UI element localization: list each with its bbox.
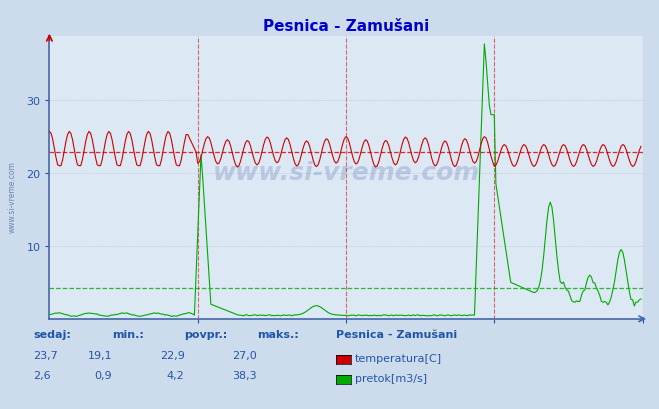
Text: maks.:: maks.: [257,329,299,339]
Text: 38,3: 38,3 [233,370,257,380]
Title: Pesnica - Zamušani: Pesnica - Zamušani [263,19,429,34]
Text: sedaj:: sedaj: [33,329,71,339]
Text: 4,2: 4,2 [167,370,185,380]
Text: 0,9: 0,9 [94,370,112,380]
Text: www.si-vreme.com: www.si-vreme.com [212,160,480,184]
Text: 23,7: 23,7 [33,350,58,360]
Text: 22,9: 22,9 [159,350,185,360]
Text: Pesnica - Zamušani: Pesnica - Zamušani [336,329,457,339]
Text: www.si-vreme.com: www.si-vreme.com [8,160,17,232]
Text: min.:: min.: [112,329,144,339]
Text: pretok[m3/s]: pretok[m3/s] [355,373,426,383]
Text: 2,6: 2,6 [33,370,51,380]
Text: 19,1: 19,1 [88,350,112,360]
Text: 27,0: 27,0 [232,350,257,360]
Text: povpr.:: povpr.: [185,329,228,339]
Text: temperatura[C]: temperatura[C] [355,353,442,363]
